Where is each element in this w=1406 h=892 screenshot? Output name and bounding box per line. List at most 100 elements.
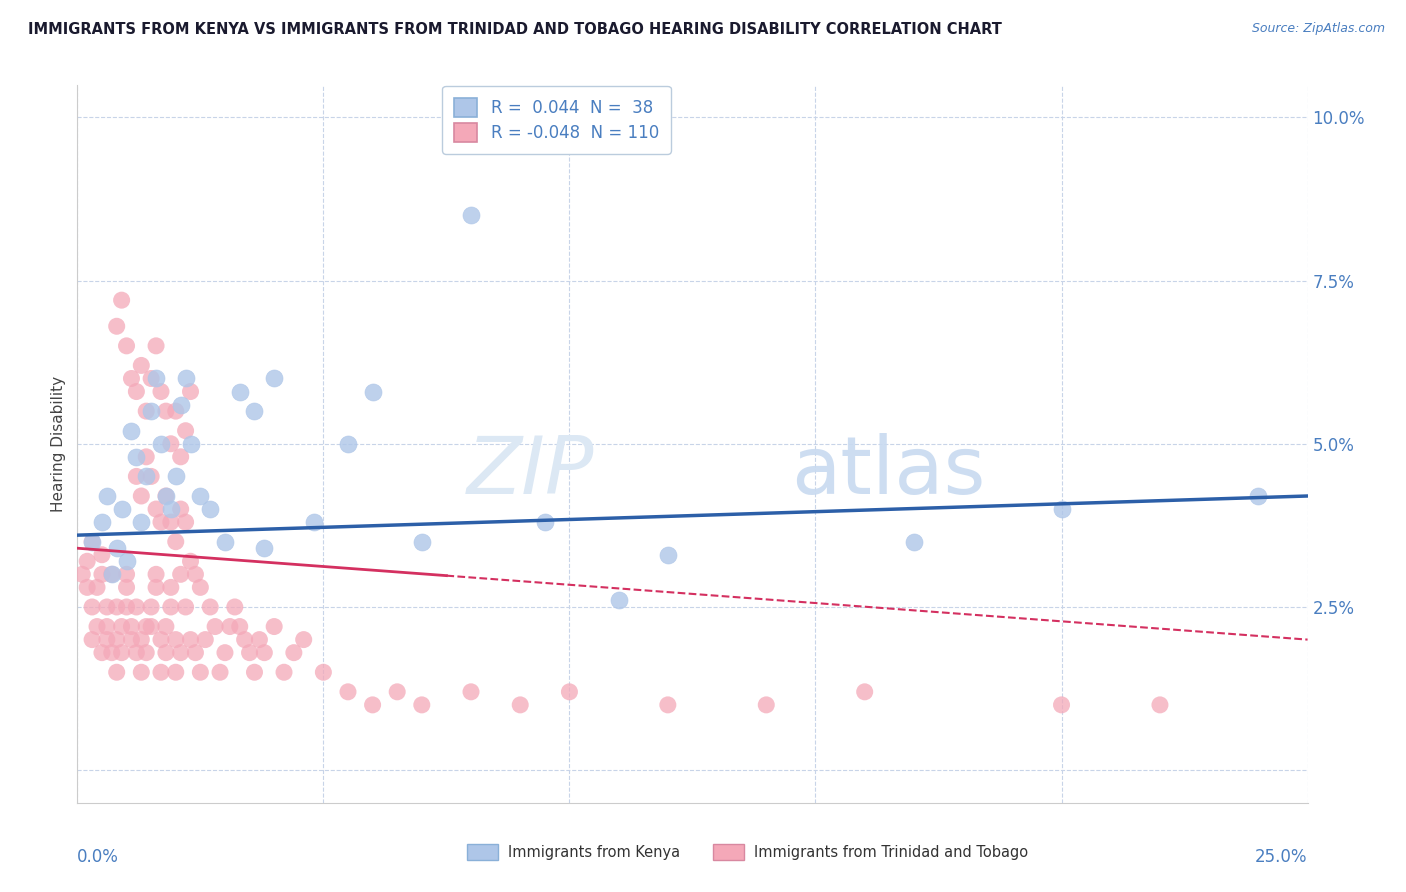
Point (105, 319, 128, 334)
Bar (467, 845, 498, 860)
Point (194, 632, 217, 647)
Point (184, 646, 207, 660)
Point (111, 619, 132, 633)
Point (243, 404, 266, 418)
Point (121, 619, 143, 633)
Point (141, 469, 163, 483)
Point (170, 567, 193, 582)
Point (76, 580, 98, 594)
Point (411, 698, 433, 712)
Point (155, 646, 177, 660)
Point (204, 619, 226, 633)
Point (105, 665, 128, 680)
Point (111, 646, 132, 660)
Point (135, 646, 157, 660)
Point (243, 665, 266, 680)
Point (141, 619, 163, 633)
Point (209, 665, 232, 680)
Point (111, 293, 132, 307)
Point (82, 534, 104, 549)
Point (150, 384, 173, 399)
Point (90, 567, 114, 582)
Point (96, 632, 118, 647)
Point (411, 534, 433, 549)
Point (125, 599, 148, 614)
Point (219, 619, 242, 633)
Point (657, 548, 679, 562)
Point (115, 580, 138, 594)
Point (129, 665, 153, 680)
Point (188, 580, 212, 594)
Point (160, 502, 183, 516)
Point (155, 619, 177, 633)
Point (165, 632, 187, 647)
Point (263, 371, 285, 385)
Point (82, 632, 104, 647)
Point (70, 567, 93, 582)
Point (155, 489, 177, 503)
Point (165, 404, 187, 418)
Point (141, 371, 163, 385)
Text: 25.0%: 25.0% (1256, 848, 1308, 866)
Point (121, 632, 143, 647)
Point (150, 632, 173, 647)
Point (115, 339, 138, 353)
Point (174, 371, 197, 385)
Point (96, 619, 118, 633)
Point (141, 404, 163, 418)
Point (558, 685, 581, 699)
Point (200, 502, 222, 516)
Point (1050, 502, 1073, 516)
Point (125, 646, 148, 660)
Point (165, 469, 187, 483)
Point (361, 384, 384, 399)
Point (903, 534, 925, 549)
Point (853, 685, 876, 699)
Point (135, 619, 157, 633)
Point (82, 599, 104, 614)
Point (302, 515, 325, 529)
Point (145, 580, 167, 594)
Point (135, 404, 157, 418)
Point (141, 599, 163, 614)
Point (105, 599, 128, 614)
Point (460, 208, 482, 222)
Point (145, 502, 167, 516)
Point (125, 469, 148, 483)
Point (86, 619, 108, 633)
Point (115, 599, 138, 614)
Point (263, 619, 285, 633)
Point (337, 685, 360, 699)
Point (129, 515, 153, 529)
Point (135, 450, 157, 464)
Point (312, 665, 335, 680)
Point (188, 489, 212, 503)
Point (96, 599, 118, 614)
Point (125, 450, 148, 464)
Point (385, 685, 409, 699)
Point (76, 554, 98, 568)
Text: Source: ZipAtlas.com: Source: ZipAtlas.com (1251, 22, 1385, 36)
Point (534, 515, 557, 529)
Point (160, 599, 183, 614)
Point (1247, 489, 1270, 503)
Point (129, 359, 153, 373)
Point (155, 489, 177, 503)
Point (233, 632, 256, 647)
Point (184, 567, 207, 582)
Point (101, 646, 124, 660)
Bar (713, 845, 744, 860)
Point (86, 580, 108, 594)
Point (165, 665, 187, 680)
Point (170, 450, 193, 464)
Point (214, 534, 236, 549)
Point (90, 515, 114, 529)
Point (145, 371, 167, 385)
Point (1149, 698, 1171, 712)
Point (150, 436, 173, 450)
Point (121, 424, 143, 438)
Point (180, 436, 202, 450)
Point (90, 548, 114, 562)
Text: ZIP: ZIP (467, 434, 595, 511)
Point (188, 665, 212, 680)
